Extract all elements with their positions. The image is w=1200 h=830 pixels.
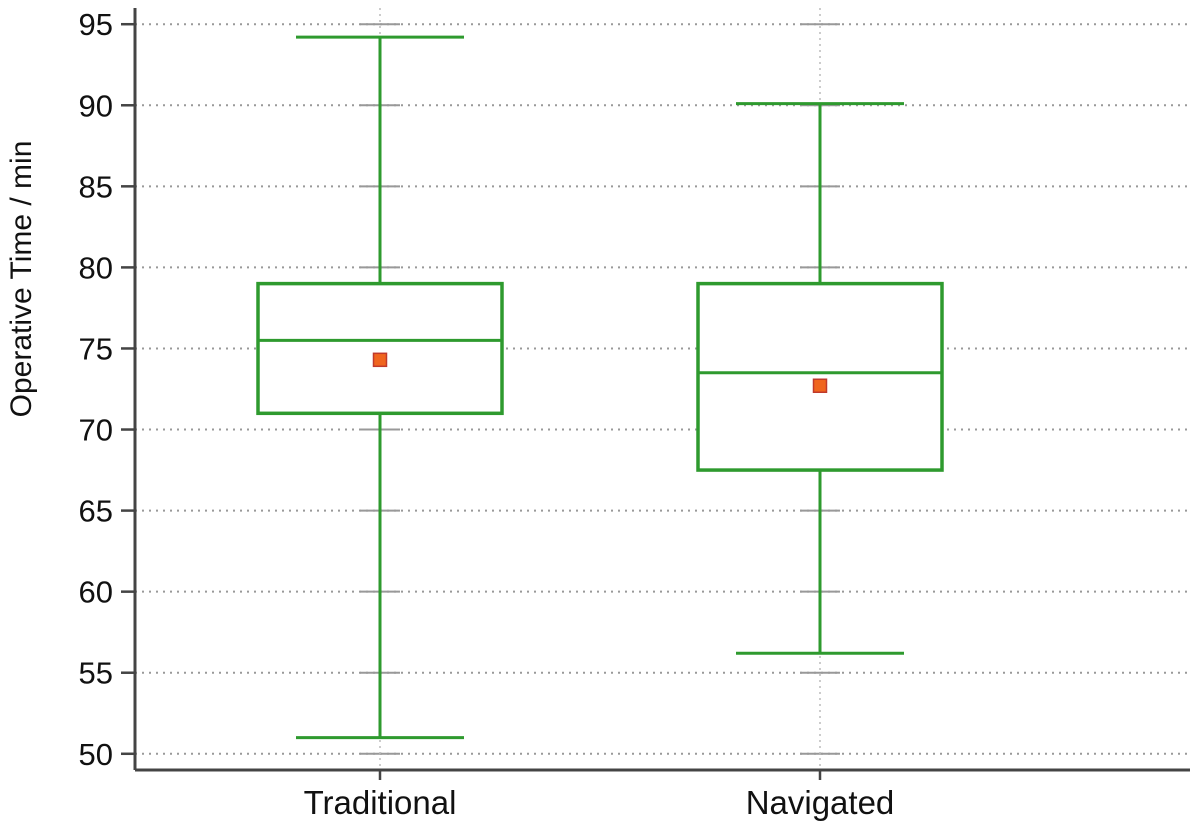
y-tick-label: 80 bbox=[79, 250, 113, 285]
y-tick-label: 90 bbox=[79, 88, 113, 123]
mean-marker bbox=[812, 378, 828, 394]
mean-marker bbox=[372, 352, 388, 368]
x-tick-label: Navigated bbox=[746, 784, 895, 821]
box-layer bbox=[256, 35, 944, 740]
axis-layer bbox=[133, 8, 1190, 772]
y-tick-label: 50 bbox=[79, 737, 113, 772]
box-navigated bbox=[696, 102, 944, 655]
y-tick-layer: 50 55 60 65 70 75 80 85 90 95 bbox=[79, 7, 135, 772]
y-tick-label: 70 bbox=[79, 413, 113, 448]
x-tick-layer: Traditional Navigated bbox=[304, 770, 895, 821]
y-tick-label: 85 bbox=[79, 169, 113, 204]
box-traditional bbox=[256, 35, 504, 740]
y-tick-label: 95 bbox=[79, 7, 113, 42]
y-tick-label: 60 bbox=[79, 575, 113, 610]
y-tick-label: 75 bbox=[79, 331, 113, 366]
x-tick-label: Traditional bbox=[304, 784, 457, 821]
iqr-box bbox=[696, 281, 944, 472]
y-tick-label: 55 bbox=[79, 656, 113, 691]
y-axis-title: Operative Time / min bbox=[5, 141, 38, 418]
iqr-box bbox=[256, 281, 504, 416]
y-tick-label: 65 bbox=[79, 494, 113, 529]
